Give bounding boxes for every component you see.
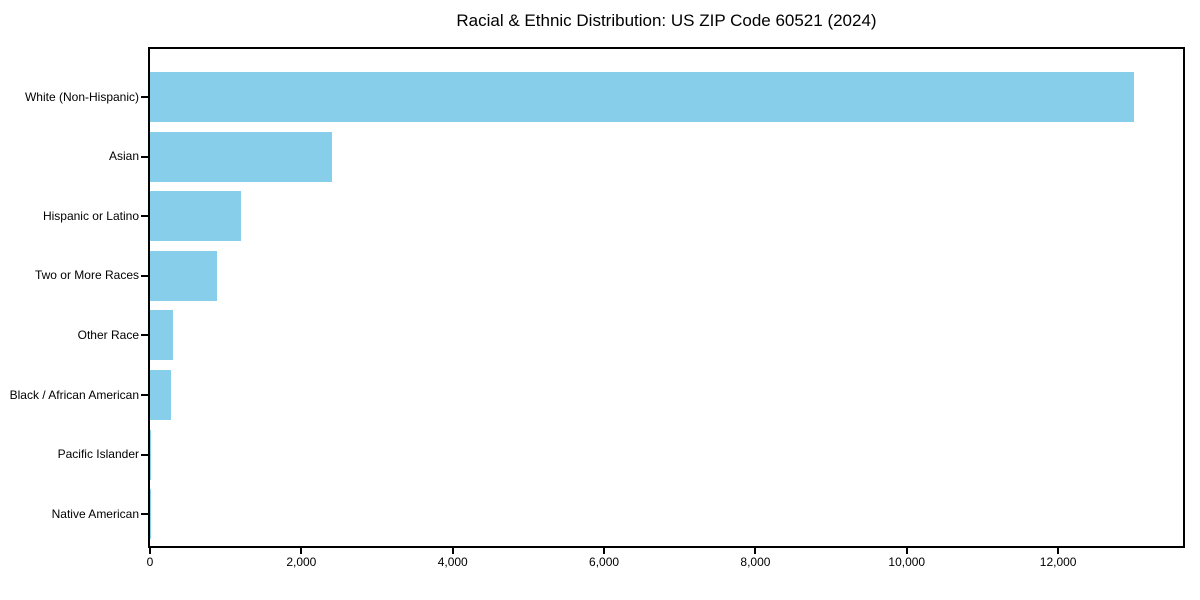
bar-7 — [150, 489, 151, 540]
x-tick-label-1: 2,000 — [286, 555, 317, 569]
y-tick-mark-1 — [141, 155, 148, 158]
x-tick-label-0: 0 — [146, 555, 154, 569]
x-tick-mark-4 — [754, 548, 757, 554]
x-tick-label-4: 8,000 — [740, 555, 771, 569]
bar-2 — [150, 191, 241, 242]
y-tick-mark-6 — [141, 453, 148, 456]
y-tick-mark-5 — [141, 394, 148, 396]
y-tick-label-0: White (Non-Hispanic) — [24, 89, 139, 104]
y-tick-label-3: Two or More Races — [34, 268, 139, 283]
x-tick-mark-2 — [451, 548, 454, 554]
x-tick-mark-1 — [300, 548, 303, 554]
bar-4 — [150, 310, 173, 361]
y-tick-label-2: Hispanic or Latino — [42, 208, 139, 223]
bar-5 — [150, 370, 172, 420]
bar-3 — [150, 250, 217, 301]
y-tick-mark-7 — [141, 513, 148, 516]
y-tick-label-5: Black / African American — [9, 387, 139, 402]
y-tick-mark-3 — [141, 274, 148, 277]
x-tick-mark-6 — [1057, 548, 1060, 554]
x-tick-label-3: 6,000 — [589, 555, 620, 569]
y-tick-mark-4 — [141, 334, 148, 337]
x-tick-label-5: 10,000 — [888, 555, 926, 569]
x-tick-label-2: 4,000 — [437, 555, 468, 569]
y-tick-label-1: Asian — [108, 149, 139, 164]
y-tick-mark-2 — [141, 215, 148, 218]
y-tick-label-7: Native American — [51, 506, 139, 521]
y-tick-label-4: Other Race — [77, 327, 139, 342]
y-tick-label-6: Pacific Islander — [57, 447, 139, 462]
x-tick-label-6: 12,000 — [1039, 555, 1077, 569]
bar-1 — [150, 131, 332, 182]
y-tick-mark-0 — [141, 96, 148, 98]
x-tick-mark-0 — [149, 548, 151, 554]
bar-0 — [150, 72, 1134, 122]
bar-6 — [150, 429, 152, 480]
x-tick-mark-3 — [603, 548, 606, 554]
chart-title: Racial & Ethnic Distribution: US ZIP Cod… — [456, 11, 877, 30]
x-tick-mark-5 — [905, 548, 908, 554]
plot-area — [148, 47, 1185, 548]
